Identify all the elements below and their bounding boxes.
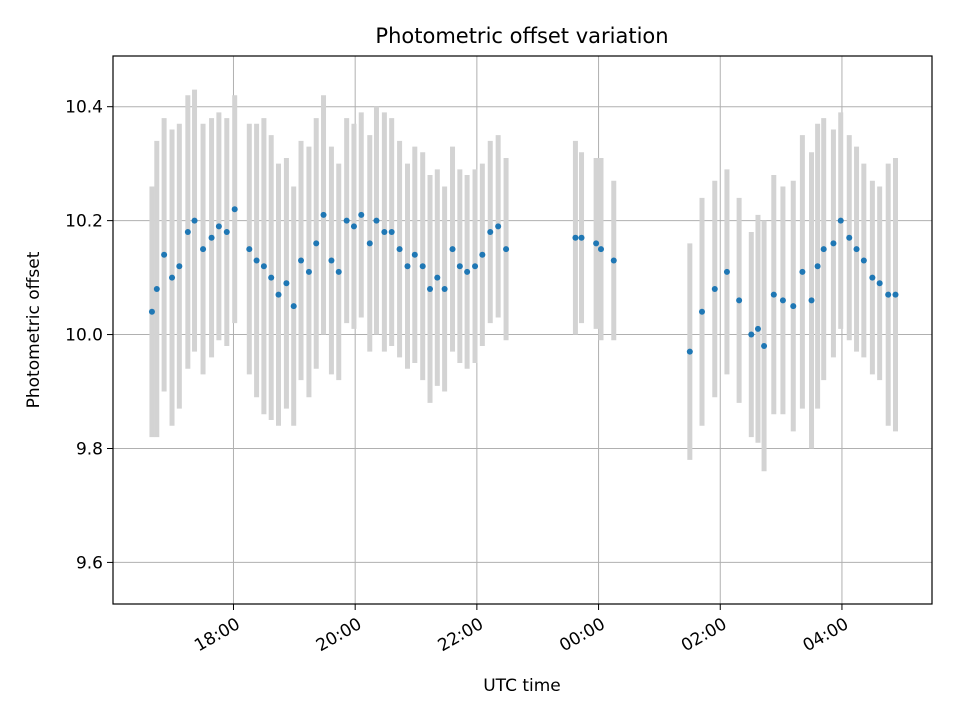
data-point [388,229,395,236]
data-point [161,251,168,258]
data-point [610,257,617,264]
data-point [246,246,253,253]
data-points [148,206,899,355]
data-point [495,223,502,230]
y-tick-label: 9.6 [76,553,103,573]
data-point [411,251,418,258]
data-point [449,246,456,253]
data-point [373,217,380,224]
data-point [456,263,463,270]
data-point [464,268,471,275]
data-point [320,211,327,218]
x-axis-label: UTC time [483,676,561,696]
data-point [176,263,183,270]
plot-frame [112,55,933,605]
data-point [313,240,320,247]
data-point [876,280,883,287]
data-point [572,234,579,241]
data-point [275,291,282,298]
data-point [736,297,743,304]
data-point [427,285,434,292]
data-point [472,263,479,270]
data-point [808,297,815,304]
data-point [169,274,176,281]
data-point [208,234,215,241]
data-point [283,280,290,287]
data-point [290,303,297,310]
data-point [343,217,350,224]
data-point [830,240,837,247]
data-point [268,274,275,281]
data-point [846,234,853,241]
data-point [711,285,718,292]
data-point [184,229,191,236]
data-point [215,223,222,230]
data-point [761,342,768,349]
data-point [597,246,604,253]
data-point [723,268,730,275]
data-point [814,263,821,270]
data-point [148,308,155,315]
data-point [328,257,335,264]
data-point [860,257,867,264]
data-point [770,291,777,298]
data-point [350,223,357,230]
data-point [366,240,373,247]
y-axis-label: Photometric offset [24,251,44,408]
y-axis-ticks: 9.6 9.8 10.0 10.2 10.4 [65,98,113,573]
data-point [305,268,312,275]
data-point [191,217,198,224]
data-point [223,229,230,236]
data-point [404,263,411,270]
data-point [503,246,510,253]
data-point [748,331,755,338]
data-point [298,257,305,264]
data-point [358,211,365,218]
data-point [335,268,342,275]
data-point [593,240,600,247]
data-point [869,274,876,281]
data-point [885,291,892,298]
data-point [820,246,827,253]
data-point [479,251,486,258]
y-tick-label: 10.0 [65,326,103,346]
data-point [231,206,238,213]
data-point [578,234,585,241]
data-point [892,291,899,298]
data-point [686,348,693,355]
data-point [419,263,426,270]
data-point [153,285,160,292]
y-tick-label: 9.8 [76,439,103,459]
y-tick-label: 10.2 [65,212,103,232]
data-point [253,257,260,264]
data-point [779,297,786,304]
data-point [381,229,388,236]
data-point [853,246,860,253]
data-point [837,217,844,224]
y-tick-label: 10.4 [65,98,103,118]
data-point [790,303,797,310]
data-point [260,263,267,270]
data-point [396,246,403,253]
data-point [698,308,705,315]
data-point [200,246,207,253]
chart-title: Photometric offset variation [375,24,668,48]
data-point [754,325,761,332]
data-point [799,268,806,275]
data-point [434,274,441,281]
data-point [487,229,494,236]
data-point [441,285,448,292]
